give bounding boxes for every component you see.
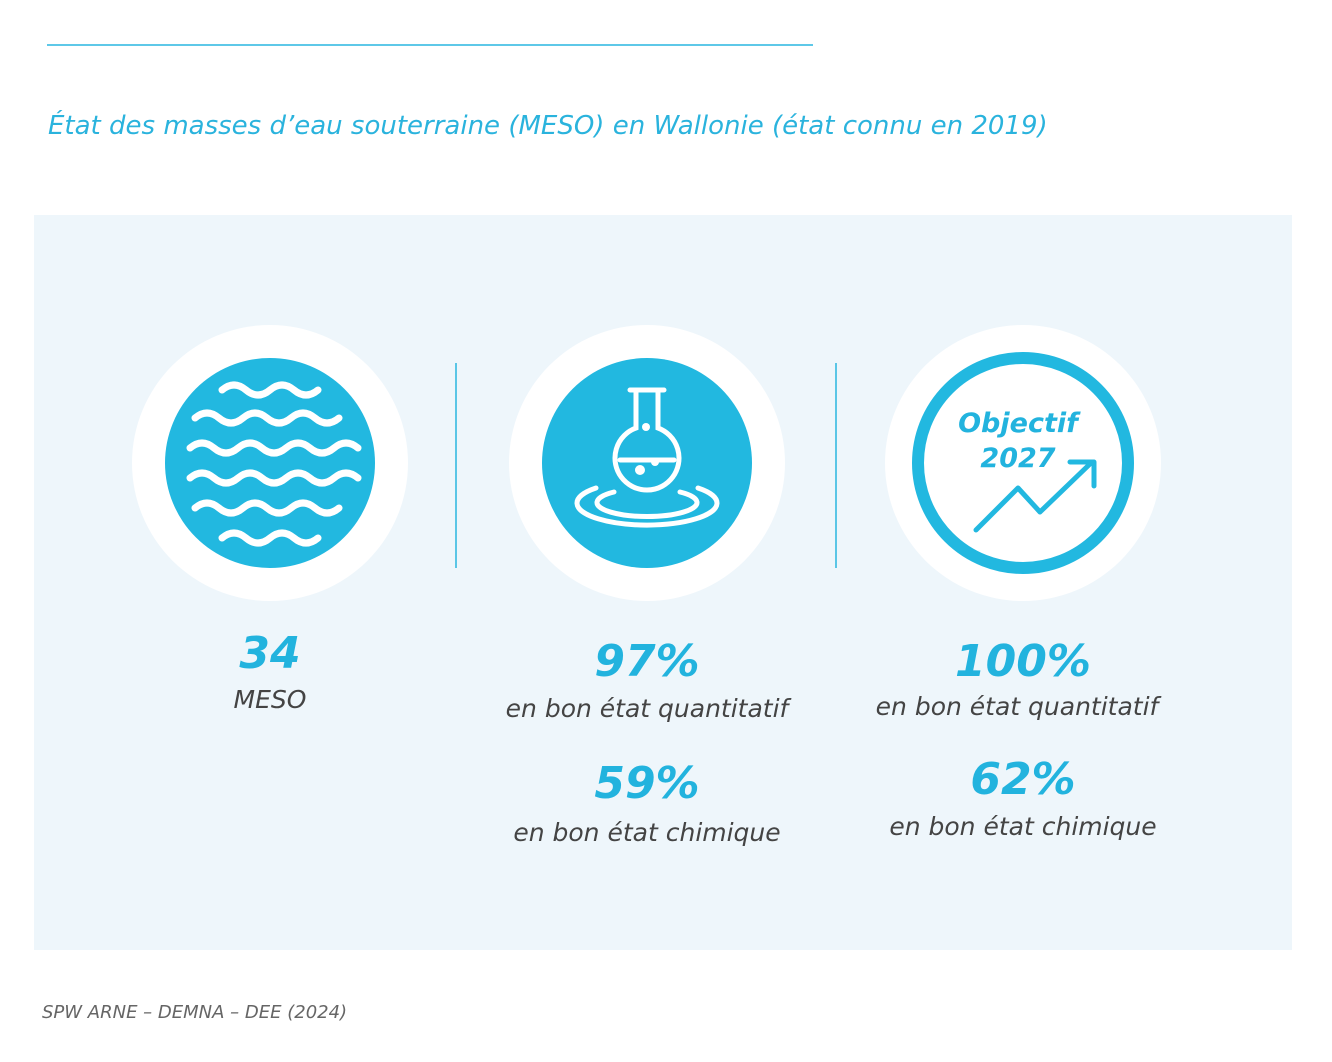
stat-value: 59% [594, 758, 699, 809]
stat-value: 97% [594, 636, 699, 687]
objective-icon: Objectif 2027 [885, 325, 1161, 601]
icon-text: 2027 [980, 443, 1055, 474]
stat-label: en bon état chimique [889, 812, 1156, 841]
stat-label: MESO [234, 685, 307, 714]
title: État des masses d’eau souterraine (MESO)… [48, 109, 1048, 141]
stat-value: 34 [239, 628, 300, 679]
flask-icon [509, 325, 785, 601]
icon-text: Objectif [958, 408, 1081, 439]
water-icon [132, 325, 408, 601]
stat-label: en bon état chimique [513, 818, 780, 847]
stat-value: 62% [970, 754, 1075, 805]
source: SPW ARNE – DEMNA – DEE (2024) [42, 1002, 347, 1023]
stat-value: 100% [955, 636, 1091, 687]
stat-label: en bon état quantitatif [876, 692, 1162, 721]
stat-label: en bon état quantitatif [506, 694, 792, 723]
